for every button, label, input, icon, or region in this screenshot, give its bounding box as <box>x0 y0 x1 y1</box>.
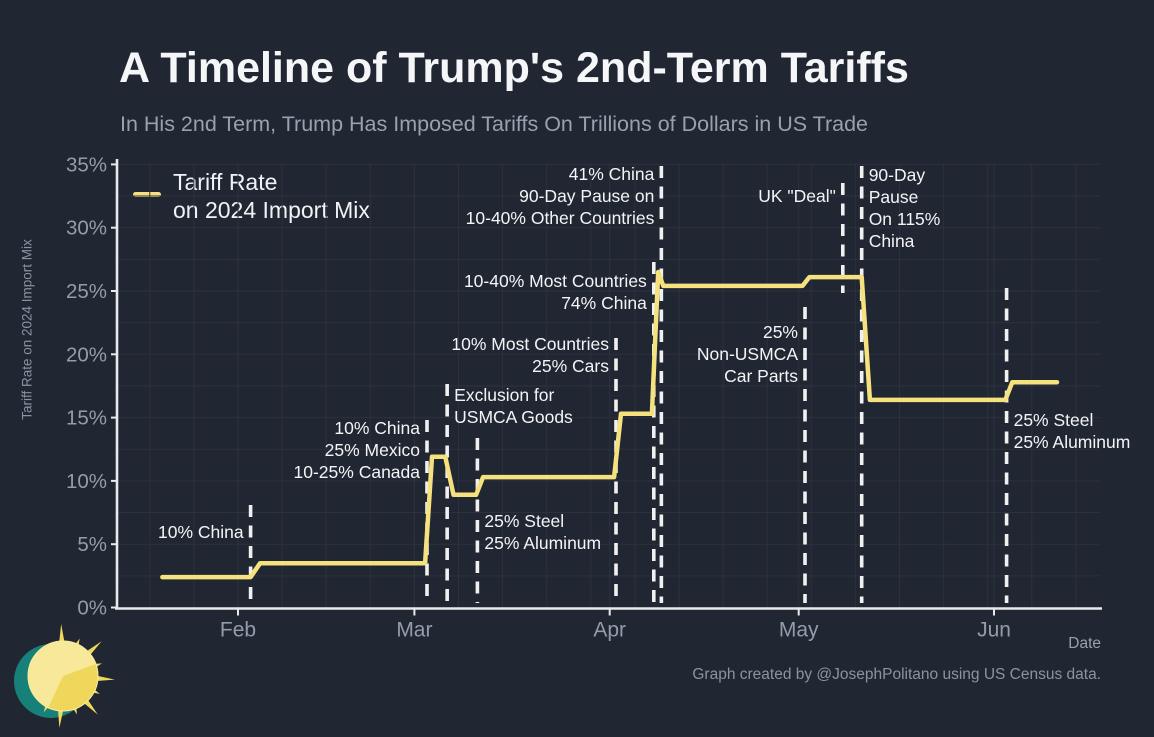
legend-line-swatch <box>133 192 161 197</box>
annotation-ninety-day-pause: 41% China 90-Day Pause on 10-40% Other Cou… <box>465 164 655 228</box>
page-title: A Timeline of Trump's 2nd-Term Tariffs <box>119 44 909 92</box>
y-tick-label: 0% <box>77 597 107 620</box>
x-axis-title: Date <box>1068 635 1101 652</box>
sun-logo <box>14 624 115 728</box>
annotation-china-mexico-canada: 10% China 25% Mexico 10-25% Canada <box>293 418 420 482</box>
annotation-china-pause-115: 90-Day Pause On 115% China <box>868 165 941 251</box>
annotation-uk-deal: UK "Deal" <box>758 186 836 206</box>
credit-line: Graph created by @JosephPolitano using U… <box>692 666 1101 683</box>
legend-label: Tariff Rate on 2024 Import Mix <box>173 169 370 223</box>
annotation-steel-aluminum-mar: 25% Steel 25% Aluminum <box>484 511 602 553</box>
y-tick-label: 10% <box>66 470 107 493</box>
annotation-car-parts: 25% Non-USMCA Car Parts <box>696 322 798 386</box>
tariff-rate-line <box>160 269 1060 580</box>
annotation-liberation-day: 10-40% Most Countries 74% China <box>463 271 647 313</box>
x-tick-label: Jun <box>977 619 1011 642</box>
annotation-usmca-exclusion: Exclusion for USMCA Goods <box>454 385 573 427</box>
annotation-steel-aluminum-jun: 25% Steel 25% Aluminum <box>1013 410 1131 452</box>
page-subtitle: In His 2nd Term, Trump Has Imposed Tarif… <box>120 112 869 136</box>
y-tick-label: 20% <box>66 343 107 366</box>
x-tick-label: Apr <box>593 619 626 642</box>
y-tick-label: 15% <box>66 407 107 430</box>
annotation-most-countries-cars: 10% Most Countries 25% Cars <box>451 334 609 376</box>
sun-wedge <box>28 641 96 708</box>
y-tick-label: 35% <box>66 153 107 176</box>
x-tick-label: Mar <box>396 619 432 642</box>
x-tick-label: May <box>779 619 819 642</box>
y-tick-label: 30% <box>66 217 107 240</box>
y-tick-label: 25% <box>66 280 107 303</box>
annotation-feb-china: 10% China <box>157 522 244 542</box>
y-tick-label: 5% <box>77 533 107 556</box>
x-tick-label: Feb <box>220 619 256 642</box>
